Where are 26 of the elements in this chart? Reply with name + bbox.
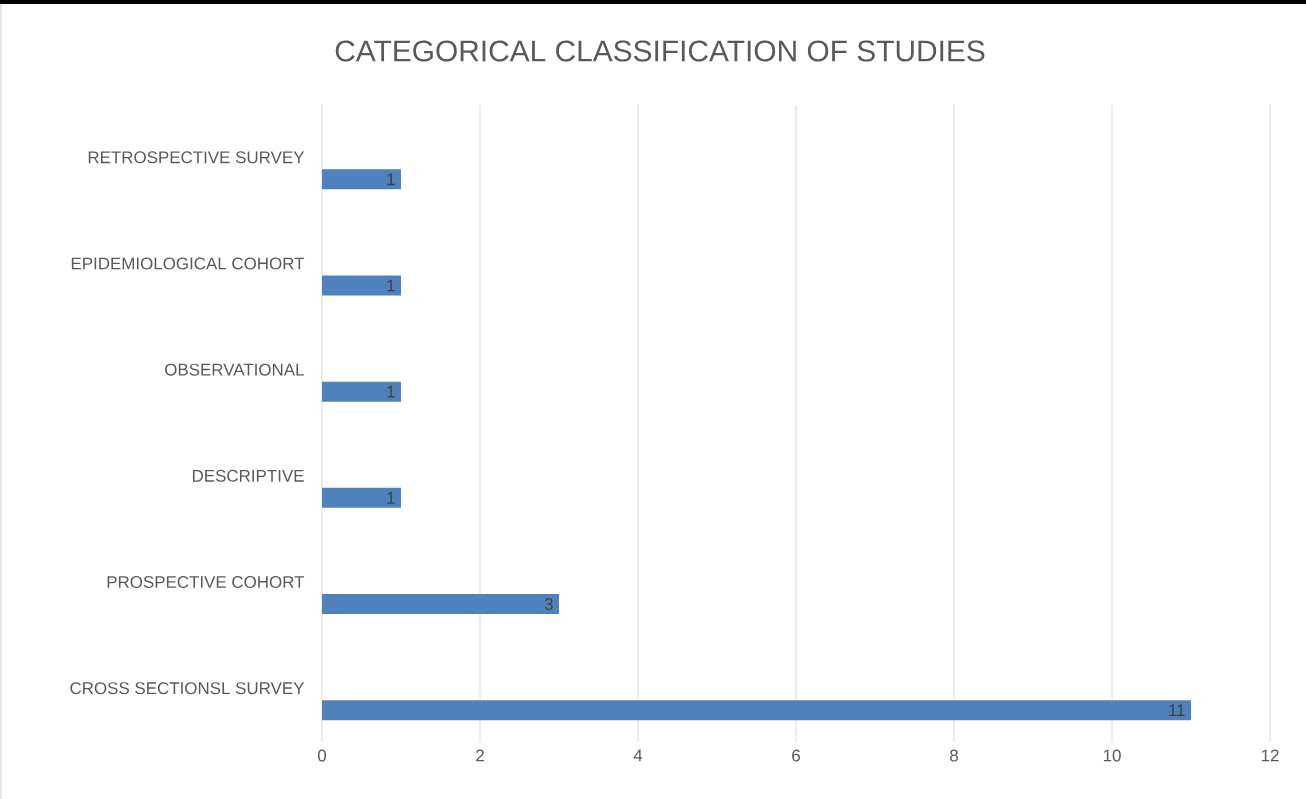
x-tick-label: 4 (633, 749, 643, 762)
x-tick-label: 0 (317, 749, 327, 762)
y-tick-label: DESCRIPTIVE (192, 469, 304, 482)
chart-title: CATEGORICAL CLASSIFICATION OF STUDIES (335, 40, 985, 62)
data-label: 1 (387, 491, 395, 504)
x-tick-label: 10 (1103, 749, 1121, 762)
bar (322, 169, 402, 190)
x-tick-label: 8 (950, 749, 958, 762)
bar (322, 381, 402, 402)
y-tick-label: OBSERVATIONAL (165, 363, 304, 376)
y-tick-label: RETROSPECTIVE SURVEY (88, 151, 305, 164)
y-tick-label: CROSS SECTIONSL SURVEY (70, 682, 305, 695)
bar (322, 700, 1192, 721)
data-label: 1 (387, 279, 395, 292)
y-tick-label: PROSPECTIVE COHORT (107, 575, 305, 588)
x-tick-label: 6 (792, 749, 800, 762)
data-label: 1 (387, 385, 395, 398)
x-tick-label: 2 (476, 749, 484, 762)
data-label: 1 (387, 173, 395, 186)
y-tick-label: EPIDEMIOLOGICAL COHORT (71, 257, 305, 270)
bar (322, 275, 402, 296)
bar (322, 487, 402, 508)
bar (322, 593, 560, 614)
data-label: 3 (544, 597, 553, 610)
x-tick-label: 12 (1261, 749, 1279, 762)
data-label: 11 (1169, 704, 1185, 716)
